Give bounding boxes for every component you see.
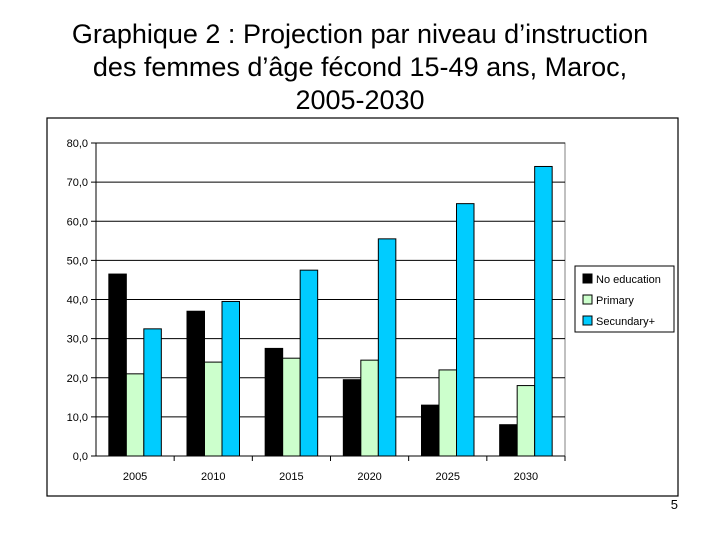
bar-no-education-2020 xyxy=(342,379,362,457)
x-tick-label: 2020 xyxy=(357,471,381,483)
x-tick-label: 2010 xyxy=(201,471,225,483)
bar-secundary--2010 xyxy=(221,300,240,457)
bar-no-education-2015 xyxy=(264,347,284,457)
bar-secundary--2005 xyxy=(143,328,162,457)
bar-primary-2030 xyxy=(516,385,536,457)
slide-title-line-3: 2005-2030 xyxy=(295,85,425,115)
y-tick-label: 80,0 xyxy=(67,138,88,150)
y-tick-label: 40,0 xyxy=(67,295,88,307)
x-tick-label: 2030 xyxy=(514,471,538,483)
legend-swatch xyxy=(582,294,593,305)
bar-secundary--2030 xyxy=(534,165,553,457)
bar-primary-2015 xyxy=(282,357,301,457)
x-tick-label: 2005 xyxy=(123,471,147,483)
bar-primary-2025 xyxy=(438,369,457,457)
x-tick-labels: 2005 2010 2015 2020 2025 2030 xyxy=(123,471,538,483)
y-tick-label: 60,0 xyxy=(67,216,88,228)
y-tick-label: 30,0 xyxy=(67,334,88,346)
bar-secundary--2015 xyxy=(299,269,319,457)
bar-primary-2010 xyxy=(204,361,223,457)
grid-lines xyxy=(96,142,565,418)
bar-no-education-2025 xyxy=(421,404,440,457)
bar-primary-2005 xyxy=(125,373,145,457)
slide-title-line-1: Graphique 2 : Projection par niveau d’in… xyxy=(71,19,649,49)
legend-label: No education xyxy=(596,274,661,286)
y-tick-labels: 0,0 10,0 20,0 30,0 40,0 50,0 60,0 70,0 80,0 xyxy=(67,138,88,463)
legend-swatch xyxy=(582,315,593,326)
y-tick-label: 50,0 xyxy=(67,255,88,267)
legend-swatch xyxy=(582,273,593,284)
legend: No education Primary Secundary+ xyxy=(574,265,675,333)
slide-title-line-2: des femmes d’âge fécond 15-49 ans, Maroc… xyxy=(92,52,628,82)
bar-no-education-2030 xyxy=(499,424,518,457)
bar-no-education-2010 xyxy=(186,310,205,457)
bar-secundary--2025 xyxy=(456,203,475,457)
x-tick-label: 2025 xyxy=(436,471,460,483)
bar-no-education-2005 xyxy=(108,273,127,457)
x-tick-label: 2015 xyxy=(279,471,303,483)
y-tick-label: 10,0 xyxy=(67,412,88,424)
axes xyxy=(91,142,566,461)
slide-title: Graphique 2 : Projection par niveau d’in… xyxy=(40,18,680,117)
y-tick-label: 70,0 xyxy=(67,177,88,189)
y-tick-label: 20,0 xyxy=(67,373,88,385)
bar-primary-2020 xyxy=(360,359,379,457)
bar-secundary--2020 xyxy=(377,238,397,457)
legend-label: Secundary+ xyxy=(596,316,655,328)
bars xyxy=(108,165,553,457)
page-number: 5 xyxy=(670,497,678,512)
y-tick-label: 0,0 xyxy=(73,451,88,463)
legend-label: Primary xyxy=(596,295,634,307)
